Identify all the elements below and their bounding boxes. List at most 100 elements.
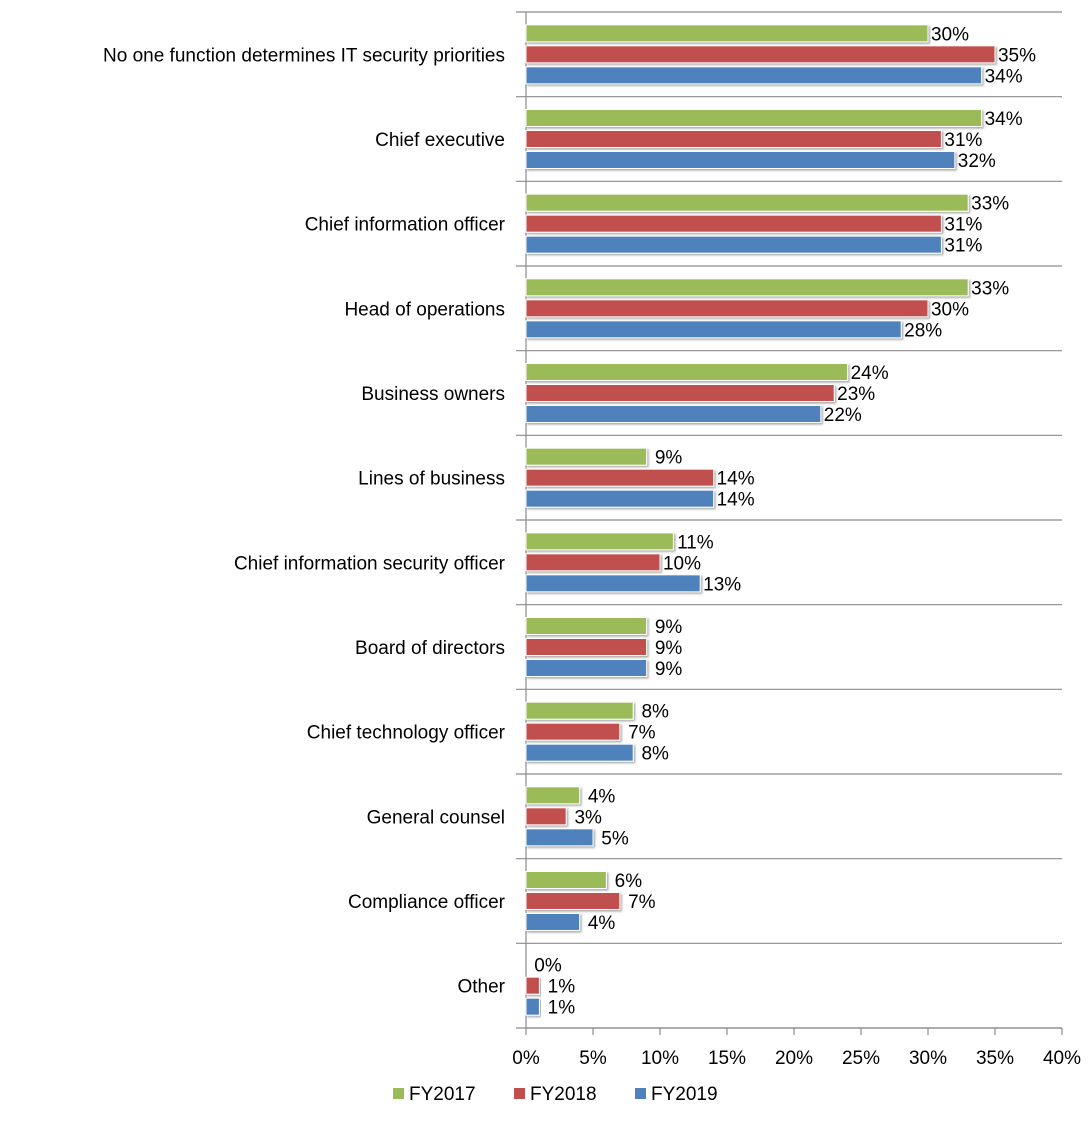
data-label-fy2019: 13% — [703, 574, 741, 595]
legend-swatch-fy2017 — [393, 1088, 404, 1099]
legend-label-fy2018: FY2018 — [530, 1084, 597, 1105]
category-label: Head of operations — [344, 299, 505, 320]
data-label-fy2019: 28% — [904, 320, 942, 341]
bar-fy2018 — [526, 385, 834, 402]
data-label-fy2018: 31% — [944, 130, 982, 151]
bar-fy2017 — [526, 448, 647, 465]
data-label-fy2018: 7% — [628, 723, 656, 744]
data-label-fy2018: 3% — [574, 807, 602, 828]
category-label: Other — [457, 977, 505, 998]
x-tick-label: 35% — [976, 1048, 1014, 1069]
data-label-fy2019: 9% — [655, 659, 683, 680]
bar-fy2019 — [526, 914, 580, 931]
bar-fy2019 — [526, 998, 539, 1015]
bar-fy2018 — [526, 554, 660, 571]
bar-fy2017 — [526, 110, 982, 127]
data-label-fy2018: 10% — [663, 553, 701, 574]
bar-fy2018 — [526, 469, 714, 486]
data-label-fy2019: 1% — [548, 998, 576, 1019]
category-label: Chief information officer — [305, 215, 506, 236]
bar-fy2017 — [526, 702, 633, 719]
data-label-fy2019: 22% — [824, 405, 862, 426]
data-label-fy2019: 4% — [588, 913, 616, 934]
category-label: Chief information security officer — [234, 553, 506, 574]
x-tick-label: 30% — [909, 1048, 947, 1069]
bar-fy2017 — [526, 872, 606, 889]
data-label-fy2019: 34% — [985, 66, 1023, 87]
category-label: Chief executive — [375, 130, 505, 151]
legend-swatch-fy2019 — [635, 1088, 646, 1099]
category-label: Board of directors — [355, 638, 505, 659]
category-label: Lines of business — [358, 469, 505, 490]
category-label: Business owners — [361, 384, 505, 405]
data-label-fy2018: 7% — [628, 892, 656, 913]
bar-fy2019 — [526, 406, 821, 423]
data-label-fy2019: 32% — [958, 151, 996, 172]
legend-label-fy2017: FY2017 — [409, 1084, 476, 1105]
bar-fy2019 — [526, 575, 700, 592]
bar-fy2019 — [526, 67, 982, 84]
x-tick-label: 25% — [842, 1048, 880, 1069]
bar-fy2019 — [526, 744, 633, 761]
x-tick-label: 5% — [579, 1048, 607, 1069]
data-label-fy2017: 9% — [655, 448, 683, 469]
data-label-fy2019: 31% — [944, 236, 982, 257]
bar-fy2017 — [526, 618, 647, 635]
data-label-fy2019: 14% — [717, 490, 755, 511]
data-label-fy2017: 6% — [615, 871, 643, 892]
data-label-fy2017: 30% — [931, 24, 969, 45]
data-label-fy2017: 8% — [641, 702, 669, 723]
category-label: Compliance officer — [348, 892, 506, 913]
bar-fy2017 — [526, 279, 968, 296]
data-label-fy2018: 9% — [655, 638, 683, 659]
data-label-fy2018: 14% — [717, 469, 755, 490]
bar-fy2017 — [526, 364, 848, 381]
bar-fy2018 — [526, 639, 647, 656]
category-label: No one function determines IT security p… — [103, 45, 505, 66]
x-tick-label: 40% — [1043, 1048, 1081, 1069]
data-label-fy2017: 4% — [588, 786, 616, 807]
x-tick-label: 15% — [708, 1048, 746, 1069]
data-label-fy2018: 1% — [548, 977, 576, 998]
bar-fy2019 — [526, 660, 647, 677]
legend-swatch-fy2018 — [514, 1088, 525, 1099]
bar-fy2017 — [526, 533, 673, 550]
data-label-fy2017: 24% — [851, 363, 889, 384]
bar-fy2019 — [526, 152, 955, 169]
data-label-fy2018: 31% — [944, 215, 982, 236]
category-label: Chief technology officer — [307, 723, 506, 744]
bar-fy2018 — [526, 300, 928, 317]
bar-fy2018 — [526, 215, 941, 232]
bar-fy2017 — [526, 194, 968, 211]
x-tick-label: 10% — [641, 1048, 679, 1069]
bar-fy2018 — [526, 46, 995, 63]
data-label-fy2017: 33% — [971, 278, 1009, 299]
data-label-fy2017: 33% — [971, 194, 1009, 215]
legend-label-fy2019: FY2019 — [651, 1084, 718, 1105]
bar-fy2019 — [526, 829, 593, 846]
data-label-fy2019: 8% — [641, 744, 669, 765]
data-label-fy2019: 5% — [601, 828, 629, 849]
bar-fy2018 — [526, 131, 941, 148]
data-label-fy2018: 23% — [837, 384, 875, 405]
bar-fy2018 — [526, 893, 620, 910]
bar-fy2018 — [526, 808, 566, 825]
data-label-fy2017: 34% — [985, 109, 1023, 130]
data-label-fy2017: 9% — [655, 617, 683, 638]
data-label-fy2018: 30% — [931, 299, 969, 320]
data-label-fy2017: 11% — [677, 532, 714, 553]
bar-fy2017 — [526, 787, 580, 804]
bar-fy2019 — [526, 490, 714, 507]
x-tick-label: 20% — [775, 1048, 813, 1069]
x-tick-label: 0% — [512, 1048, 540, 1069]
bar-fy2019 — [526, 236, 941, 253]
bar-fy2019 — [526, 321, 901, 338]
data-label-fy2017: 0% — [534, 956, 562, 977]
data-label-fy2018: 35% — [998, 45, 1036, 66]
bar-fy2018 — [526, 723, 620, 740]
bar-fy2017 — [526, 25, 928, 42]
bar-fy2018 — [526, 977, 539, 994]
category-label: General counsel — [367, 807, 505, 828]
